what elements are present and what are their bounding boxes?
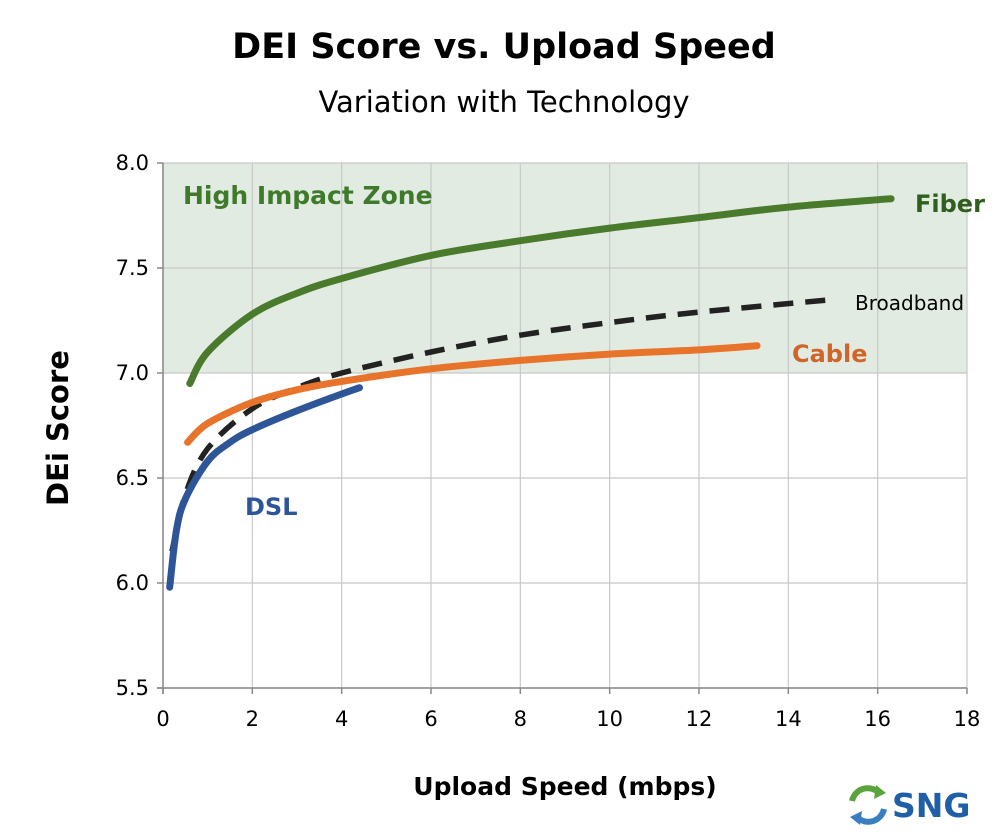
series-label-dsl: DSL (245, 493, 298, 521)
series-label-fiber: Fiber (915, 190, 985, 218)
x-tick-label: 6 (424, 707, 437, 731)
y-ticks: 5.5 6.0 6.5 7.0 7.5 8.0 (116, 151, 163, 700)
axes (157, 163, 967, 694)
y-tick-label: 6.5 (116, 466, 149, 490)
x-tick-label: 10 (596, 707, 623, 731)
y-tick-label: 6.0 (116, 571, 149, 595)
y-tick-label: 5.5 (116, 676, 149, 700)
series-line-cable (184, 342, 761, 446)
x-tick-label: 8 (514, 707, 527, 731)
logo-text: SNG (892, 786, 970, 825)
recycle-arrows-icon (849, 785, 887, 825)
series-lines (166, 195, 895, 591)
series-line-fiber (186, 195, 895, 387)
y-tick-label: 8.0 (116, 151, 149, 175)
high-impact-zone-label: High Impact Zone (183, 181, 433, 210)
chart-subtitle: Variation with Technology (318, 85, 689, 119)
sng-logo: SNG (849, 785, 970, 825)
series-label-broadband: Broadband (855, 291, 964, 315)
x-axis-title: Upload Speed (mbps) (413, 772, 716, 801)
x-tick-label: 18 (954, 707, 981, 731)
x-tick-label: 16 (864, 707, 891, 731)
x-tick-label: 4 (335, 707, 348, 731)
series-label-cable: Cable (792, 340, 868, 368)
x-tick-label: 2 (246, 707, 259, 731)
y-axis-title: DEi Score (41, 350, 75, 506)
chart-title: DEI Score vs. Upload Speed (232, 27, 776, 67)
series-line-dsl (166, 384, 363, 591)
x-ticks: 0 2 4 6 8 10 12 14 16 18 (156, 688, 980, 731)
x-tick-label: 14 (775, 707, 802, 731)
x-tick-label: 0 (156, 707, 169, 731)
series-line-broadband (169, 296, 834, 553)
y-tick-label: 7.0 (116, 361, 149, 385)
x-tick-label: 12 (686, 707, 713, 731)
y-tick-label: 7.5 (116, 256, 149, 280)
